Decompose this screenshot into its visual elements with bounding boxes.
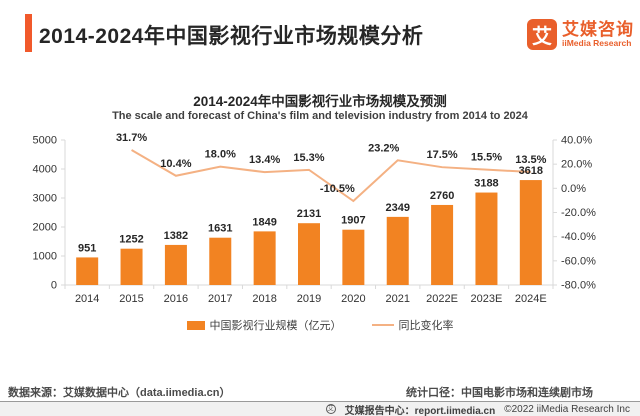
x-axis-label: 2023E [471,293,503,305]
bar-value-label: 1631 [208,223,232,235]
y-axis-left-label: 0 [51,280,57,292]
yoy-change-line [131,149,531,203]
x-axis-label: 2018 [252,293,276,305]
iimedia-mark-icon: 艾 [325,404,336,414]
y-axis-right-label: -80.0% [561,280,596,292]
data-source-caption: 数据来源：艾媒数据中心（data.iimedia.cn） [8,387,231,399]
bar-value-label: 1252 [119,234,143,246]
line-value-label: 15.5% [471,152,502,164]
line-series-label: 同比变化率 [398,320,454,332]
line-value-label: 10.4% [160,158,191,170]
page-title: 2014-2024年中国影视行业市场规模分析 [39,25,424,48]
bar-value-label: 3618 [519,165,543,177]
y-axis-left-label: 1000 [33,251,57,263]
chart-subtitle: The scale and forecast of China's film a… [112,110,528,122]
x-axis-label: 2014 [75,293,99,305]
chart-legend: 中国影视行业规模（亿元） 同比变化率 [0,317,640,333]
statistics-scope-caption: 统计口径：中国电影市场和连续剧市场 [406,387,593,399]
line-value-label: 18.0% [205,149,236,161]
line-series-swatch [371,323,394,327]
x-axis-label: 2019 [297,293,321,305]
report-center-caption: 艾媒报告中心：report.iimedia.cn [344,405,496,416]
y-axis-right-label: 0.0% [561,183,586,195]
line-value-label: 17.5% [426,149,457,161]
title-accent-bar [25,14,32,52]
y-axis-right-label: 40.0% [561,135,592,147]
y-axis-right-label: -60.0% [561,255,596,267]
line-value-label: 15.3% [293,152,324,164]
bar-2024E [519,180,542,285]
bar-value-label: 951 [78,242,96,254]
bar-value-label: 3188 [474,178,498,190]
logo-name-en: iiMedia Research [562,37,632,48]
bar-value-label: 2349 [385,202,409,214]
bar-2020 [342,229,365,285]
line-value-label: 23.2% [368,142,399,154]
bar-series-swatch [186,320,205,330]
y-axis-left-label: 2000 [33,222,57,234]
x-axis-label: 2024E [515,293,547,305]
bar-value-label: 1849 [252,216,276,228]
bar-series-label: 中国影视行业规模（亿元） [209,320,342,332]
x-axis-label: 2020 [341,293,365,305]
y-axis-right-label: -40.0% [561,231,596,243]
logo-text: 艾媒咨询 iiMedia Research [562,21,634,48]
y-axis-left-label: 3000 [33,193,57,205]
y-axis-right-label: 20.0% [561,159,592,171]
bottom-bar: 艾 艾媒报告中心：report.iimedia.cn ©2022 iiMedia… [0,401,640,416]
legend-item-bar: 中国影视行业规模（亿元） [186,317,342,333]
x-axis-label: 2022E [426,293,458,305]
bar-2022E [431,204,454,285]
bar-value-label: 1907 [341,215,365,227]
x-axis-label: 2021 [385,293,409,305]
iimedia-logo: 艾 艾媒咨询 iiMedia Research [527,19,634,50]
y-axis-left-label: 5000 [33,135,57,147]
bar-2019 [298,223,320,285]
bar-2016 [164,244,187,285]
chart-title: 2014-2024年中国影视行业市场规模及预测 [193,94,447,109]
bar-2015 [120,248,143,285]
legend-item-line: 同比变化率 [371,317,454,333]
line-value-label: 13.4% [249,154,280,166]
x-axis-label: 2015 [119,293,143,305]
chart-canvas: 0 1000 2000 3000 4000 5000 40.0% 20.0% 0.0% -20.0… [33,132,597,305]
y-axis-left-label: 4000 [33,164,57,176]
bar-2014 [76,257,99,285]
line-value-label: 31.7% [116,132,147,144]
logo-name-cn: 艾媒咨询 [562,20,634,40]
bar-value-label: 1382 [164,230,188,242]
bar-value-label: 2131 [297,208,321,220]
bar-2021 [386,216,409,285]
bar-2023E [475,192,498,285]
copyright-caption: ©2022 iiMedia Research Inc [504,403,630,415]
bar-2018 [253,231,276,285]
x-axis-label: 2016 [164,293,188,305]
x-axis-label: 2017 [208,293,232,305]
bar-value-label: 2760 [430,190,454,202]
line-value-label: -10.5% [320,183,355,195]
iimedia-logo-icon: 艾 [527,19,557,50]
y-axis-right-label: -20.0% [561,207,596,219]
line-value-label: 13.5% [515,154,546,166]
bar-2017 [209,237,232,285]
